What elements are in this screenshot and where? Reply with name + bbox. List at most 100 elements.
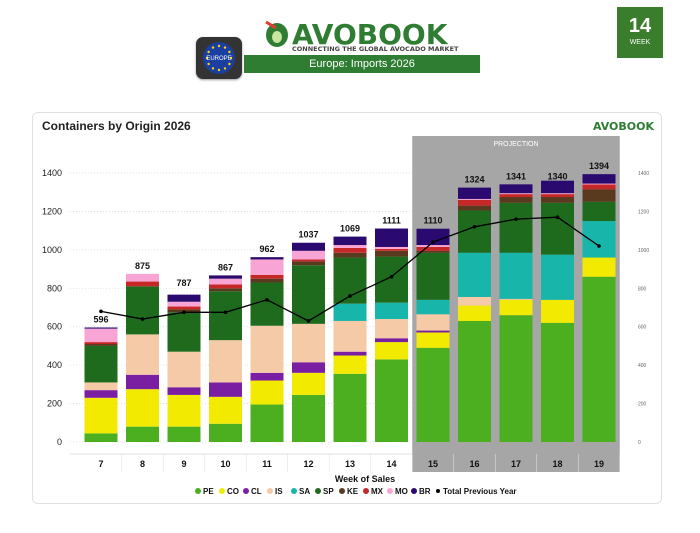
bar-segment-sp xyxy=(541,202,574,255)
bar-segment-co xyxy=(250,380,284,405)
bar-segment-sa xyxy=(499,252,533,299)
bar-segment-mo xyxy=(292,250,325,260)
x-tick-label: 11 xyxy=(262,459,272,469)
y-tick-label-right: 400 xyxy=(638,363,647,369)
bar-segment-sp xyxy=(250,282,284,326)
bar-segment-pe xyxy=(582,276,616,442)
legend-marker-pe xyxy=(195,488,201,494)
bar-total-label: 787 xyxy=(176,278,191,288)
x-tick-label: 15 xyxy=(428,459,438,469)
bar-segment-br xyxy=(250,257,284,260)
bar-segment-is xyxy=(292,323,325,363)
bar-segment-sa xyxy=(458,252,491,297)
x-axis-title: Week of Sales xyxy=(335,474,395,484)
banner-region: Europe xyxy=(309,58,345,70)
bar-segment-sp xyxy=(582,201,616,222)
bar-segment-mx xyxy=(167,306,201,310)
line-point-previous-year xyxy=(265,298,269,302)
bar-segment-ke xyxy=(209,288,242,292)
y-tick-label-right: 800 xyxy=(638,286,647,292)
y-tick-label: 600 xyxy=(47,322,62,332)
bar-segment-br xyxy=(167,294,201,302)
bar-total-label: 1341 xyxy=(506,171,526,181)
y-tick-label-right: 1000 xyxy=(638,248,649,254)
line-point-previous-year xyxy=(389,274,394,279)
legend-label-mo: MO xyxy=(395,487,408,496)
bar-segment-br xyxy=(209,275,242,279)
bar-segment-is xyxy=(167,351,201,388)
bar-segment-is xyxy=(499,298,533,300)
bar-segment-pe xyxy=(458,320,491,442)
bar-segment-mx xyxy=(375,248,408,251)
bar-segment-mx xyxy=(541,194,574,198)
bar-segment-sa xyxy=(333,303,367,321)
bar-segment-mx xyxy=(458,199,491,206)
bar-segment-pe xyxy=(167,426,201,442)
week-label: WEEK xyxy=(629,39,651,46)
legend-label-br: BR xyxy=(419,487,431,496)
bar-segment-sp xyxy=(458,210,491,253)
legend-marker-cl xyxy=(243,488,249,494)
line-point-previous-year xyxy=(306,319,311,323)
bar-segment-cl xyxy=(250,372,284,381)
bar-segment-pe xyxy=(292,394,325,442)
x-tick-label: 8 xyxy=(140,459,145,469)
bar-segment-cl xyxy=(333,351,367,356)
line-point-previous-year xyxy=(99,309,103,314)
x-tick-label: 9 xyxy=(181,459,186,469)
y-tick-label-right: 1200 xyxy=(638,209,649,215)
chart-title: Containers by Origin 2026 xyxy=(42,119,191,133)
x-tick-label: 16 xyxy=(469,459,479,469)
legend-marker-sa xyxy=(291,488,297,494)
bar-segment-co xyxy=(126,389,159,427)
bar-segment-br xyxy=(499,184,533,194)
bar-segment-co xyxy=(333,355,367,374)
legend-label-sa: SA xyxy=(299,487,310,496)
legend-label-co: CO xyxy=(227,487,239,496)
chart-watermark-logo: AVOBOOK xyxy=(593,120,655,133)
bar-total-label: 1340 xyxy=(547,172,567,182)
legend-label-pe: PE xyxy=(203,487,214,496)
bar-segment-co xyxy=(292,372,325,395)
legend-marker-mo xyxy=(387,488,393,494)
bar-segment-co xyxy=(84,397,118,434)
bar-segment-br xyxy=(541,180,574,194)
x-tick-label: 10 xyxy=(220,459,230,469)
x-tick-label: 13 xyxy=(345,459,355,469)
bar-segment-mo xyxy=(541,193,574,195)
bar-segment-co xyxy=(209,396,242,424)
y-tick-label: 800 xyxy=(47,283,62,293)
bar-segment-mx xyxy=(416,246,450,251)
bar-total-label: 1111 xyxy=(382,216,401,226)
legend-marker-mx xyxy=(363,488,369,494)
bar-segment-pe xyxy=(499,315,533,442)
bar-segment-cl xyxy=(375,338,408,343)
legend-label-total-previous-year: Total Previous Year xyxy=(443,487,517,496)
legend-label-is: IS xyxy=(275,487,283,496)
stacked-bar-chart: Containers by Origin 2026 AVOBOOK PROJECTI… xyxy=(42,119,655,496)
y-tick-label: 1400 xyxy=(42,168,62,178)
bar-total-label: 596 xyxy=(93,314,108,324)
legend-label-sp: SP xyxy=(323,487,334,496)
legend-marker-br xyxy=(411,488,417,494)
bar-segment-pe xyxy=(209,423,242,442)
line-point-previous-year xyxy=(140,317,145,321)
logo-text: AVOBOOK xyxy=(292,18,448,51)
bar-segment-sa xyxy=(375,302,408,320)
bar-segment-mx xyxy=(250,274,284,279)
bar-segment-br xyxy=(292,242,325,251)
bar-segment-cl xyxy=(84,390,118,398)
bar-segment-is xyxy=(250,325,284,373)
bar-segment-ke xyxy=(541,197,574,203)
bar-segment-ke xyxy=(250,278,284,283)
y-tick-label: 1200 xyxy=(42,206,62,216)
week-badge: 14 WEEK xyxy=(617,7,663,58)
bar-segment-mo xyxy=(84,328,118,343)
y-tick-label-right: 0 xyxy=(638,440,641,446)
bar-segment-br xyxy=(84,327,118,329)
bar-segment-mx xyxy=(582,184,616,190)
week-number: 14 xyxy=(628,15,652,37)
bar-segment-sp xyxy=(84,345,118,383)
bar-total-label: 1069 xyxy=(340,224,360,234)
bar-segment-sp xyxy=(499,202,533,253)
